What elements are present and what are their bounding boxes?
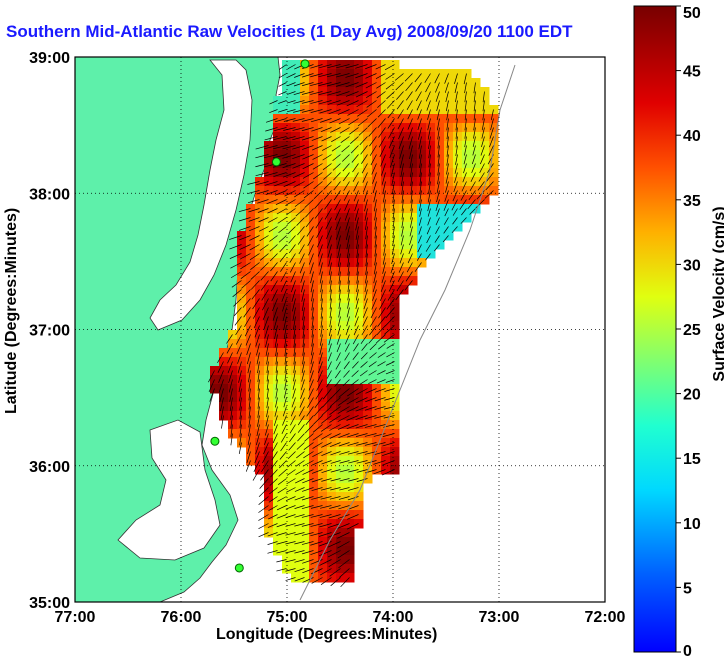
- colorbar-tick-label: 50: [683, 5, 701, 22]
- sound-water: [117, 419, 221, 561]
- y-tick-label: 36:00: [29, 459, 70, 476]
- y-axis-label: Latitude (Degrees:Minutes): [3, 207, 20, 414]
- station-markers: [210, 59, 310, 573]
- velocity-vectors: [208, 64, 494, 588]
- y-tick-label: 39:00: [29, 50, 70, 67]
- x-tick-label: 77:00: [55, 609, 96, 626]
- map-title: Southern Mid-Atlantic Raw Velocities (1 …: [6, 22, 573, 41]
- colorbar-tick-label: 35: [683, 193, 701, 210]
- colorbar-ticks: 0 5 10 15 20 25 30 35 40 45 50: [676, 5, 701, 659]
- x-tick-label: 74:00: [373, 609, 414, 626]
- colorbar-tick-label: 45: [683, 64, 701, 81]
- colorbar-tick-label: 40: [683, 128, 701, 145]
- y-tick-labels: 39:00 38:00 37:00 36:00 35:00: [29, 50, 70, 612]
- x-tick-label: 72:00: [585, 609, 626, 626]
- colorbar-tick-label: 25: [683, 322, 701, 339]
- plot-frame: [74, 56, 606, 603]
- bathymetry-contour: [299, 64, 516, 601]
- colorbar-label: Surface Velocity (cm/s): [711, 206, 724, 382]
- y-tick-label: 38:00: [29, 186, 70, 203]
- colorbar-tick-label: 20: [683, 387, 701, 404]
- grid-lines: [75, 57, 605, 602]
- y-tick-label: 37:00: [29, 323, 70, 340]
- y-tick-label: 35:00: [29, 595, 70, 612]
- station-marker: [210, 436, 220, 446]
- bay-water: [149, 59, 253, 331]
- colorbar-tick-label: 30: [683, 257, 701, 274]
- x-axis-label: Longitude (Degrees:Minutes): [216, 626, 438, 643]
- x-tick-label: 75:00: [267, 609, 308, 626]
- colorbar-tick-label: 0: [683, 643, 692, 659]
- station-marker: [271, 157, 281, 167]
- colorbar-tick-label: 15: [683, 451, 701, 468]
- x-tick-label: 73:00: [479, 609, 520, 626]
- colorbar: [633, 5, 677, 653]
- colorbar-tick-label: 5: [683, 580, 692, 597]
- colorbar-tick-label: 10: [683, 516, 701, 533]
- x-tick-labels: 77:00 76:00 75:00 74:00 73:00 72:00: [55, 609, 626, 626]
- x-tick-label: 76:00: [161, 609, 202, 626]
- station-marker: [234, 563, 244, 573]
- station-marker: [300, 59, 310, 69]
